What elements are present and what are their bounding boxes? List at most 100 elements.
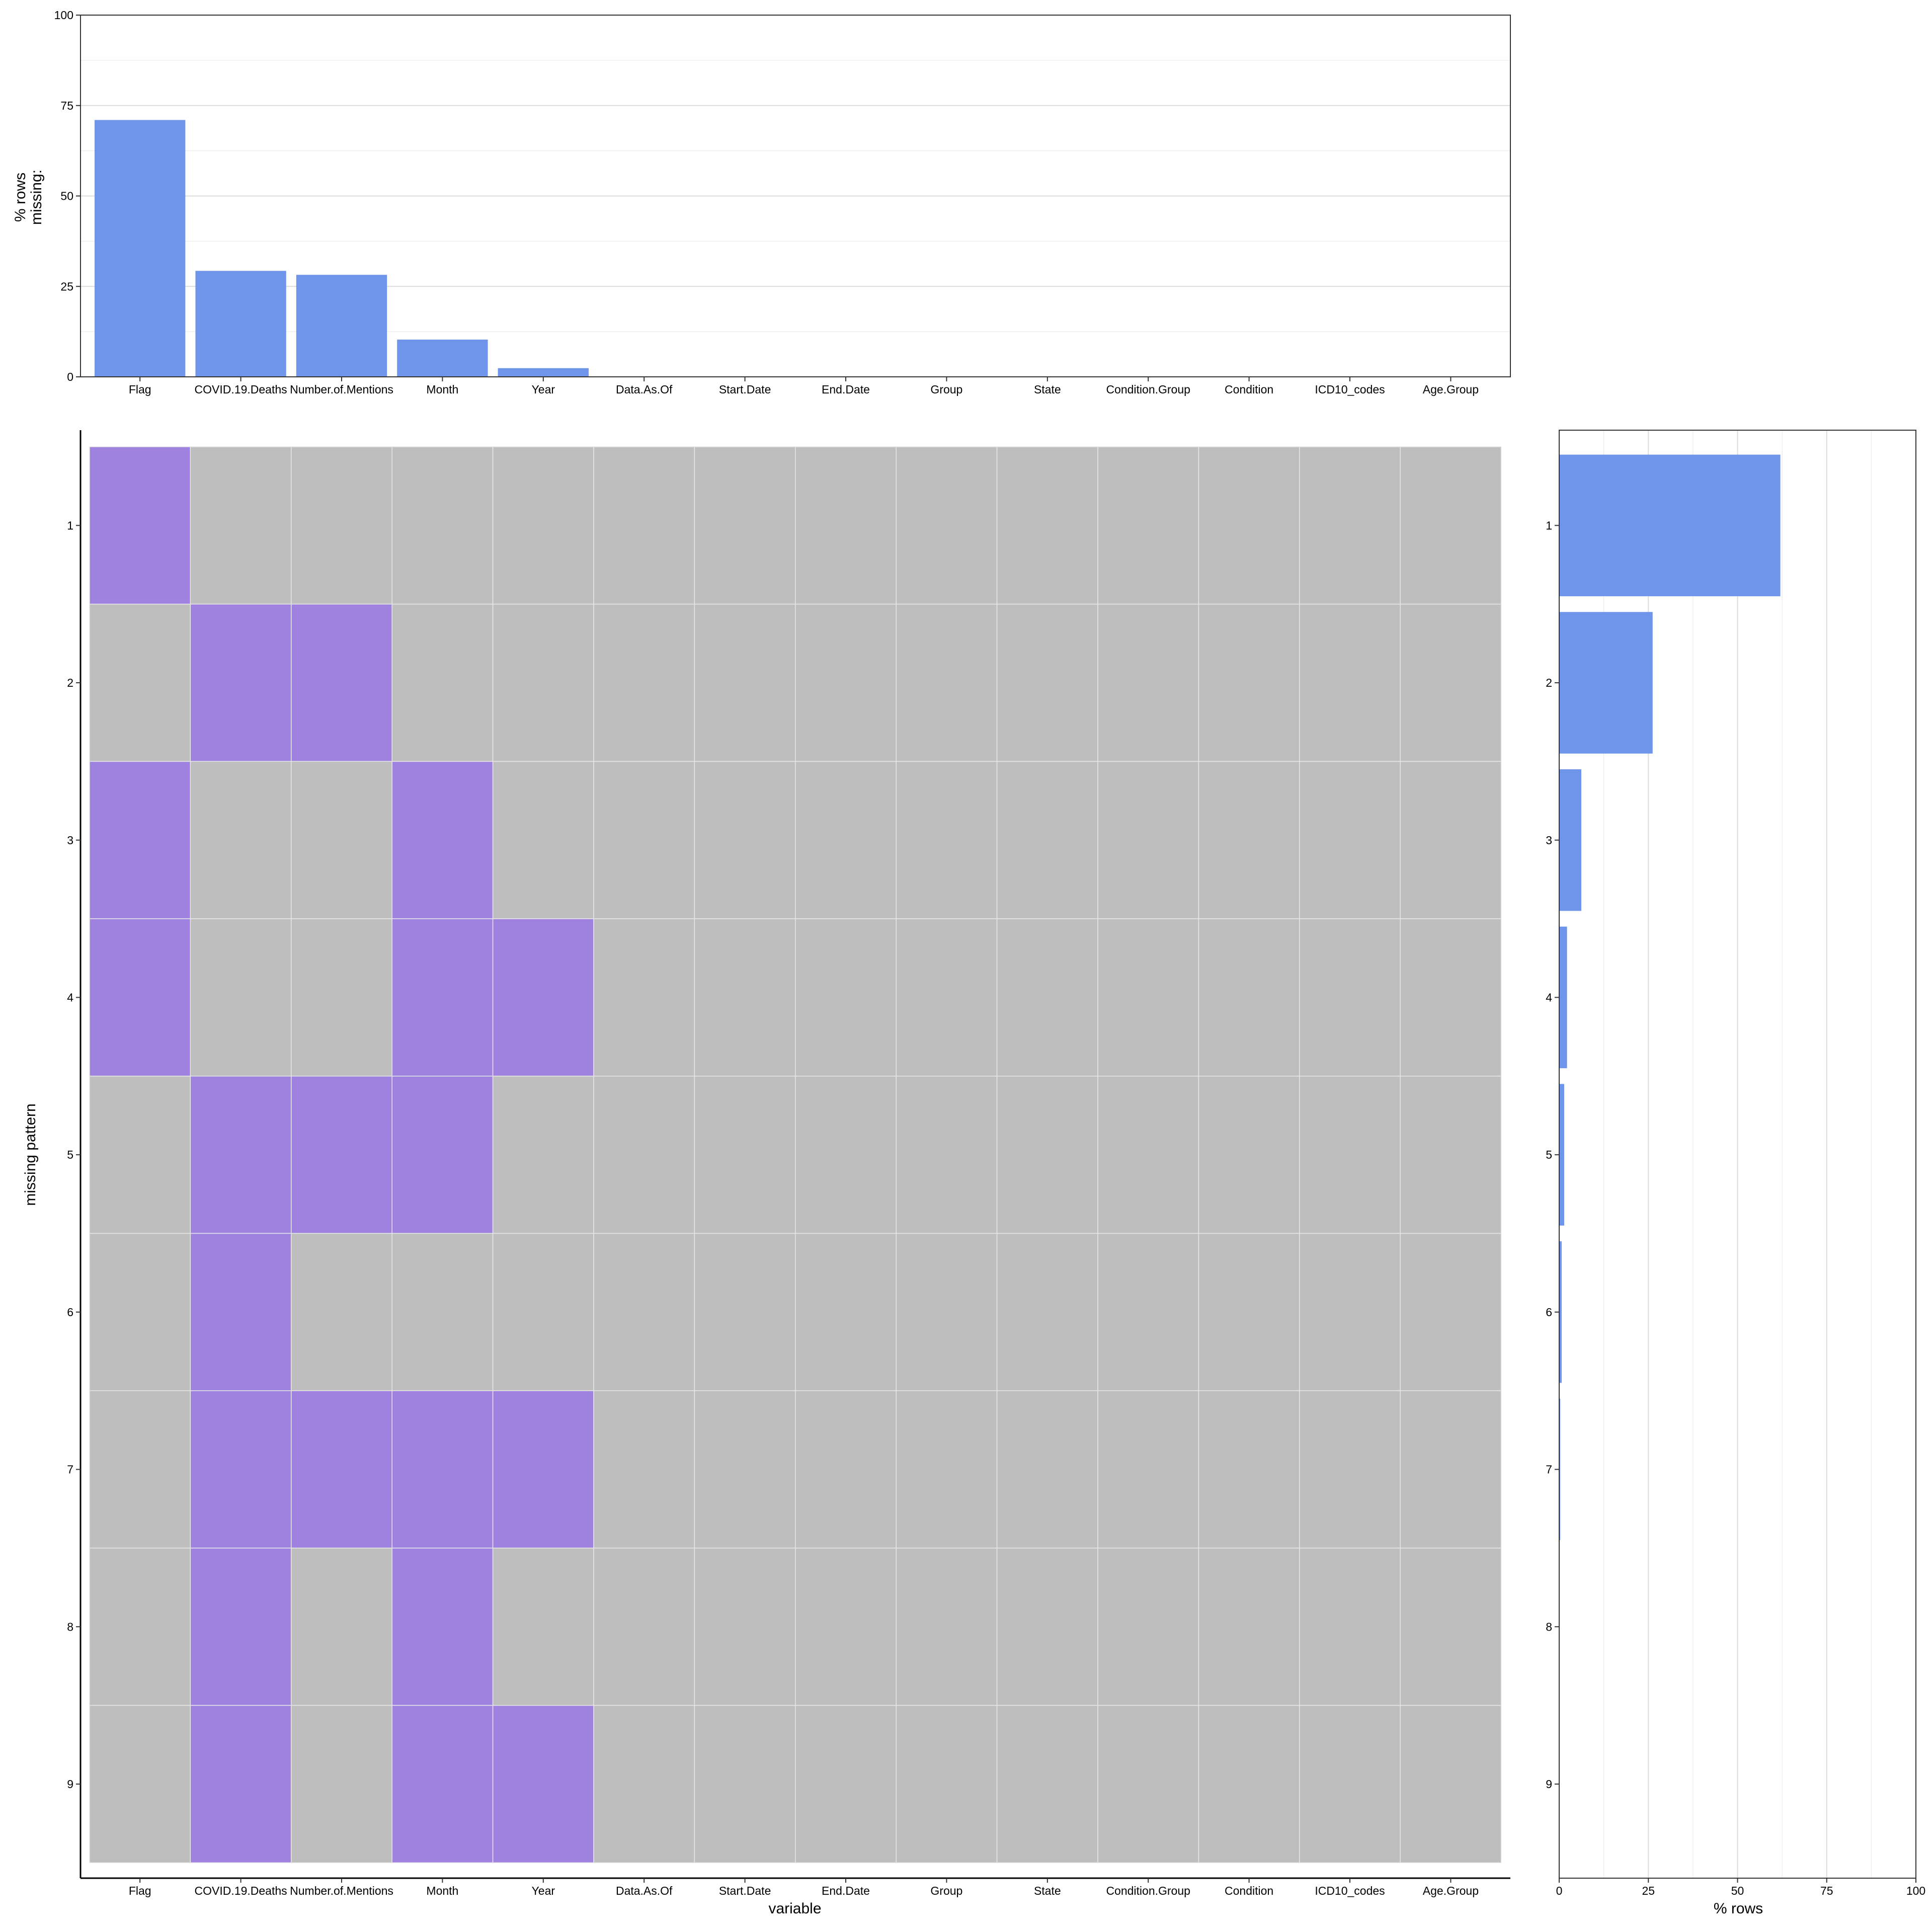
top-y-tick-label: 100 bbox=[54, 9, 73, 22]
cell-r9-state-present bbox=[996, 1705, 1098, 1864]
top-bar-month bbox=[397, 339, 488, 377]
right-bar-pattern-3 bbox=[1559, 769, 1581, 911]
cell-r4-end-date-present bbox=[795, 918, 897, 1077]
heatmap-x-tick-label: Month bbox=[426, 1884, 458, 1897]
top-x-tick-label: COVID.19.Deaths bbox=[195, 383, 287, 396]
top-bar-flag bbox=[95, 120, 186, 377]
cell-r8-start-date-present bbox=[694, 1548, 796, 1706]
cell-r2-age-group-present bbox=[1400, 603, 1502, 762]
cell-r9-covid-19-deaths-missing bbox=[190, 1705, 292, 1864]
cell-r3-end-date-present bbox=[795, 761, 897, 919]
heatmap-x-ticks: Flag COVID.19.Deaths Number.of.Mentions Mon… bbox=[129, 1878, 1479, 1897]
cell-r1-state-present bbox=[996, 446, 1098, 605]
top-x-tick-label: Group bbox=[930, 383, 962, 396]
missing-pattern-heatmap: 1 2 3 4 5 6 7 8 9 Flag COVID.19.Deaths Number.of.M… bbox=[22, 430, 1510, 1917]
top-y-tick-label: 50 bbox=[60, 190, 73, 203]
cell-r6-covid-19-deaths-missing bbox=[190, 1233, 292, 1391]
top-x-tick-label: Flag bbox=[129, 383, 151, 396]
cell-r6-start-date-present bbox=[694, 1233, 796, 1391]
cell-r4-icd10-codes-present bbox=[1299, 918, 1401, 1077]
right-x-tick-label: 50 bbox=[1731, 1884, 1744, 1897]
top-bar-year bbox=[498, 368, 589, 377]
heatmap-x-tick-label: Number.of.Mentions bbox=[290, 1884, 393, 1897]
right-y-tick-label: 2 bbox=[1546, 676, 1552, 689]
cell-r2-start-date-present bbox=[694, 603, 796, 762]
cell-r4-group-present bbox=[896, 918, 998, 1077]
cell-r3-age-group-present bbox=[1400, 761, 1502, 919]
heatmap-y-tick-label: 3 bbox=[67, 834, 73, 847]
cell-r7-start-date-present bbox=[694, 1390, 796, 1549]
heatmap-x-tick-label: ICD10_codes bbox=[1315, 1884, 1385, 1897]
cell-r3-month-missing bbox=[391, 761, 494, 919]
cell-r8-month-missing bbox=[391, 1548, 494, 1706]
right-x-ticks: 0 25 50 75 100 bbox=[1556, 1878, 1925, 1897]
cell-r5-state-present bbox=[996, 1076, 1098, 1234]
cell-r9-condition-group-present bbox=[1097, 1705, 1199, 1864]
right-y-tick-label: 6 bbox=[1546, 1306, 1552, 1319]
cell-r8-condition-group-present bbox=[1097, 1548, 1199, 1706]
right-x-tick-label: 25 bbox=[1642, 1884, 1655, 1897]
cell-r2-icd10-codes-present bbox=[1299, 603, 1401, 762]
cell-r9-end-date-present bbox=[795, 1705, 897, 1864]
cell-r6-age-group-present bbox=[1400, 1233, 1502, 1391]
cell-r7-group-present bbox=[896, 1390, 998, 1549]
heatmap-x-tick-label: Start.Date bbox=[719, 1884, 771, 1897]
cell-r1-age-group-present bbox=[1400, 446, 1502, 605]
cell-r6-number-of-mentions-present bbox=[291, 1233, 392, 1391]
cell-r5-group-present bbox=[896, 1076, 998, 1234]
cell-r6-data-as-of-present bbox=[593, 1233, 695, 1391]
right-y-tick-label: 3 bbox=[1546, 834, 1552, 847]
cell-r8-year-present bbox=[492, 1548, 594, 1706]
cell-r6-state-present bbox=[996, 1233, 1098, 1391]
right-y-ticks: 1 2 3 4 5 6 7 8 9 bbox=[1546, 519, 1559, 1791]
cell-r9-condition-present bbox=[1198, 1705, 1300, 1864]
cell-r4-flag-missing bbox=[89, 918, 191, 1077]
right-x-tick-label: 75 bbox=[1820, 1884, 1833, 1897]
top-x-tick-label: Start.Date bbox=[719, 383, 771, 396]
cell-r3-state-present bbox=[996, 761, 1098, 919]
top-x-tick-label: Month bbox=[426, 383, 458, 396]
cell-r3-icd10-codes-present bbox=[1299, 761, 1401, 919]
right-bar-pattern-5 bbox=[1559, 1084, 1564, 1226]
cell-r3-group-present bbox=[896, 761, 998, 919]
cell-r1-data-as-of-present bbox=[593, 446, 695, 605]
cell-r6-year-present bbox=[492, 1233, 594, 1391]
cell-r7-year-missing bbox=[492, 1390, 594, 1549]
cell-r6-group-present bbox=[896, 1233, 998, 1391]
cell-r5-data-as-of-present bbox=[593, 1076, 695, 1234]
cell-r4-state-present bbox=[996, 918, 1098, 1077]
cell-r3-data-as-of-present bbox=[593, 761, 695, 919]
cell-r1-covid-19-deaths-present bbox=[190, 446, 292, 605]
right-bar-chart: 1 2 3 4 5 6 7 8 9 0 25 50 75 100 % rows bbox=[1546, 430, 1925, 1917]
right-bar-pattern-4 bbox=[1559, 926, 1567, 1069]
heatmap-x-tick-label: Data.As.Of bbox=[616, 1884, 673, 1897]
cell-r3-condition-present bbox=[1198, 761, 1300, 919]
cell-r1-number-of-mentions-present bbox=[291, 446, 392, 605]
cell-r4-age-group-present bbox=[1400, 918, 1502, 1077]
right-y-tick-label: 5 bbox=[1546, 1148, 1552, 1161]
cell-r9-month-missing bbox=[391, 1705, 494, 1864]
cell-r5-icd10-codes-present bbox=[1299, 1076, 1401, 1234]
cell-r3-covid-19-deaths-present bbox=[190, 761, 292, 919]
cell-r1-start-date-present bbox=[694, 446, 796, 605]
heatmap-y-ticks: 1 2 3 4 5 6 7 8 9 bbox=[67, 519, 80, 1791]
cell-r1-icd10-codes-present bbox=[1299, 446, 1401, 605]
cell-r7-number-of-mentions-missing bbox=[291, 1390, 392, 1549]
cell-r4-start-date-present bbox=[694, 918, 796, 1077]
cell-r8-flag-present bbox=[89, 1548, 191, 1706]
top-bar-covid-19-deaths bbox=[195, 271, 286, 377]
cell-r7-month-missing bbox=[391, 1390, 494, 1549]
heatmap-y-tick-label: 6 bbox=[67, 1306, 73, 1319]
cell-r5-condition-group-present bbox=[1097, 1076, 1199, 1234]
cell-r7-condition-group-present bbox=[1097, 1390, 1199, 1549]
cell-r6-month-present bbox=[391, 1233, 494, 1391]
cell-r9-start-date-present bbox=[694, 1705, 796, 1864]
top-x-tick-label: Number.of.Mentions bbox=[290, 383, 393, 396]
right-y-tick-label: 9 bbox=[1546, 1778, 1552, 1791]
top-bar-number-of-mentions bbox=[296, 275, 387, 377]
cell-r2-month-present bbox=[391, 603, 494, 762]
right-y-tick-label: 7 bbox=[1546, 1463, 1552, 1476]
top-y-tick-label: 75 bbox=[60, 99, 73, 112]
heatmap-y-tick-label: 8 bbox=[67, 1620, 73, 1633]
